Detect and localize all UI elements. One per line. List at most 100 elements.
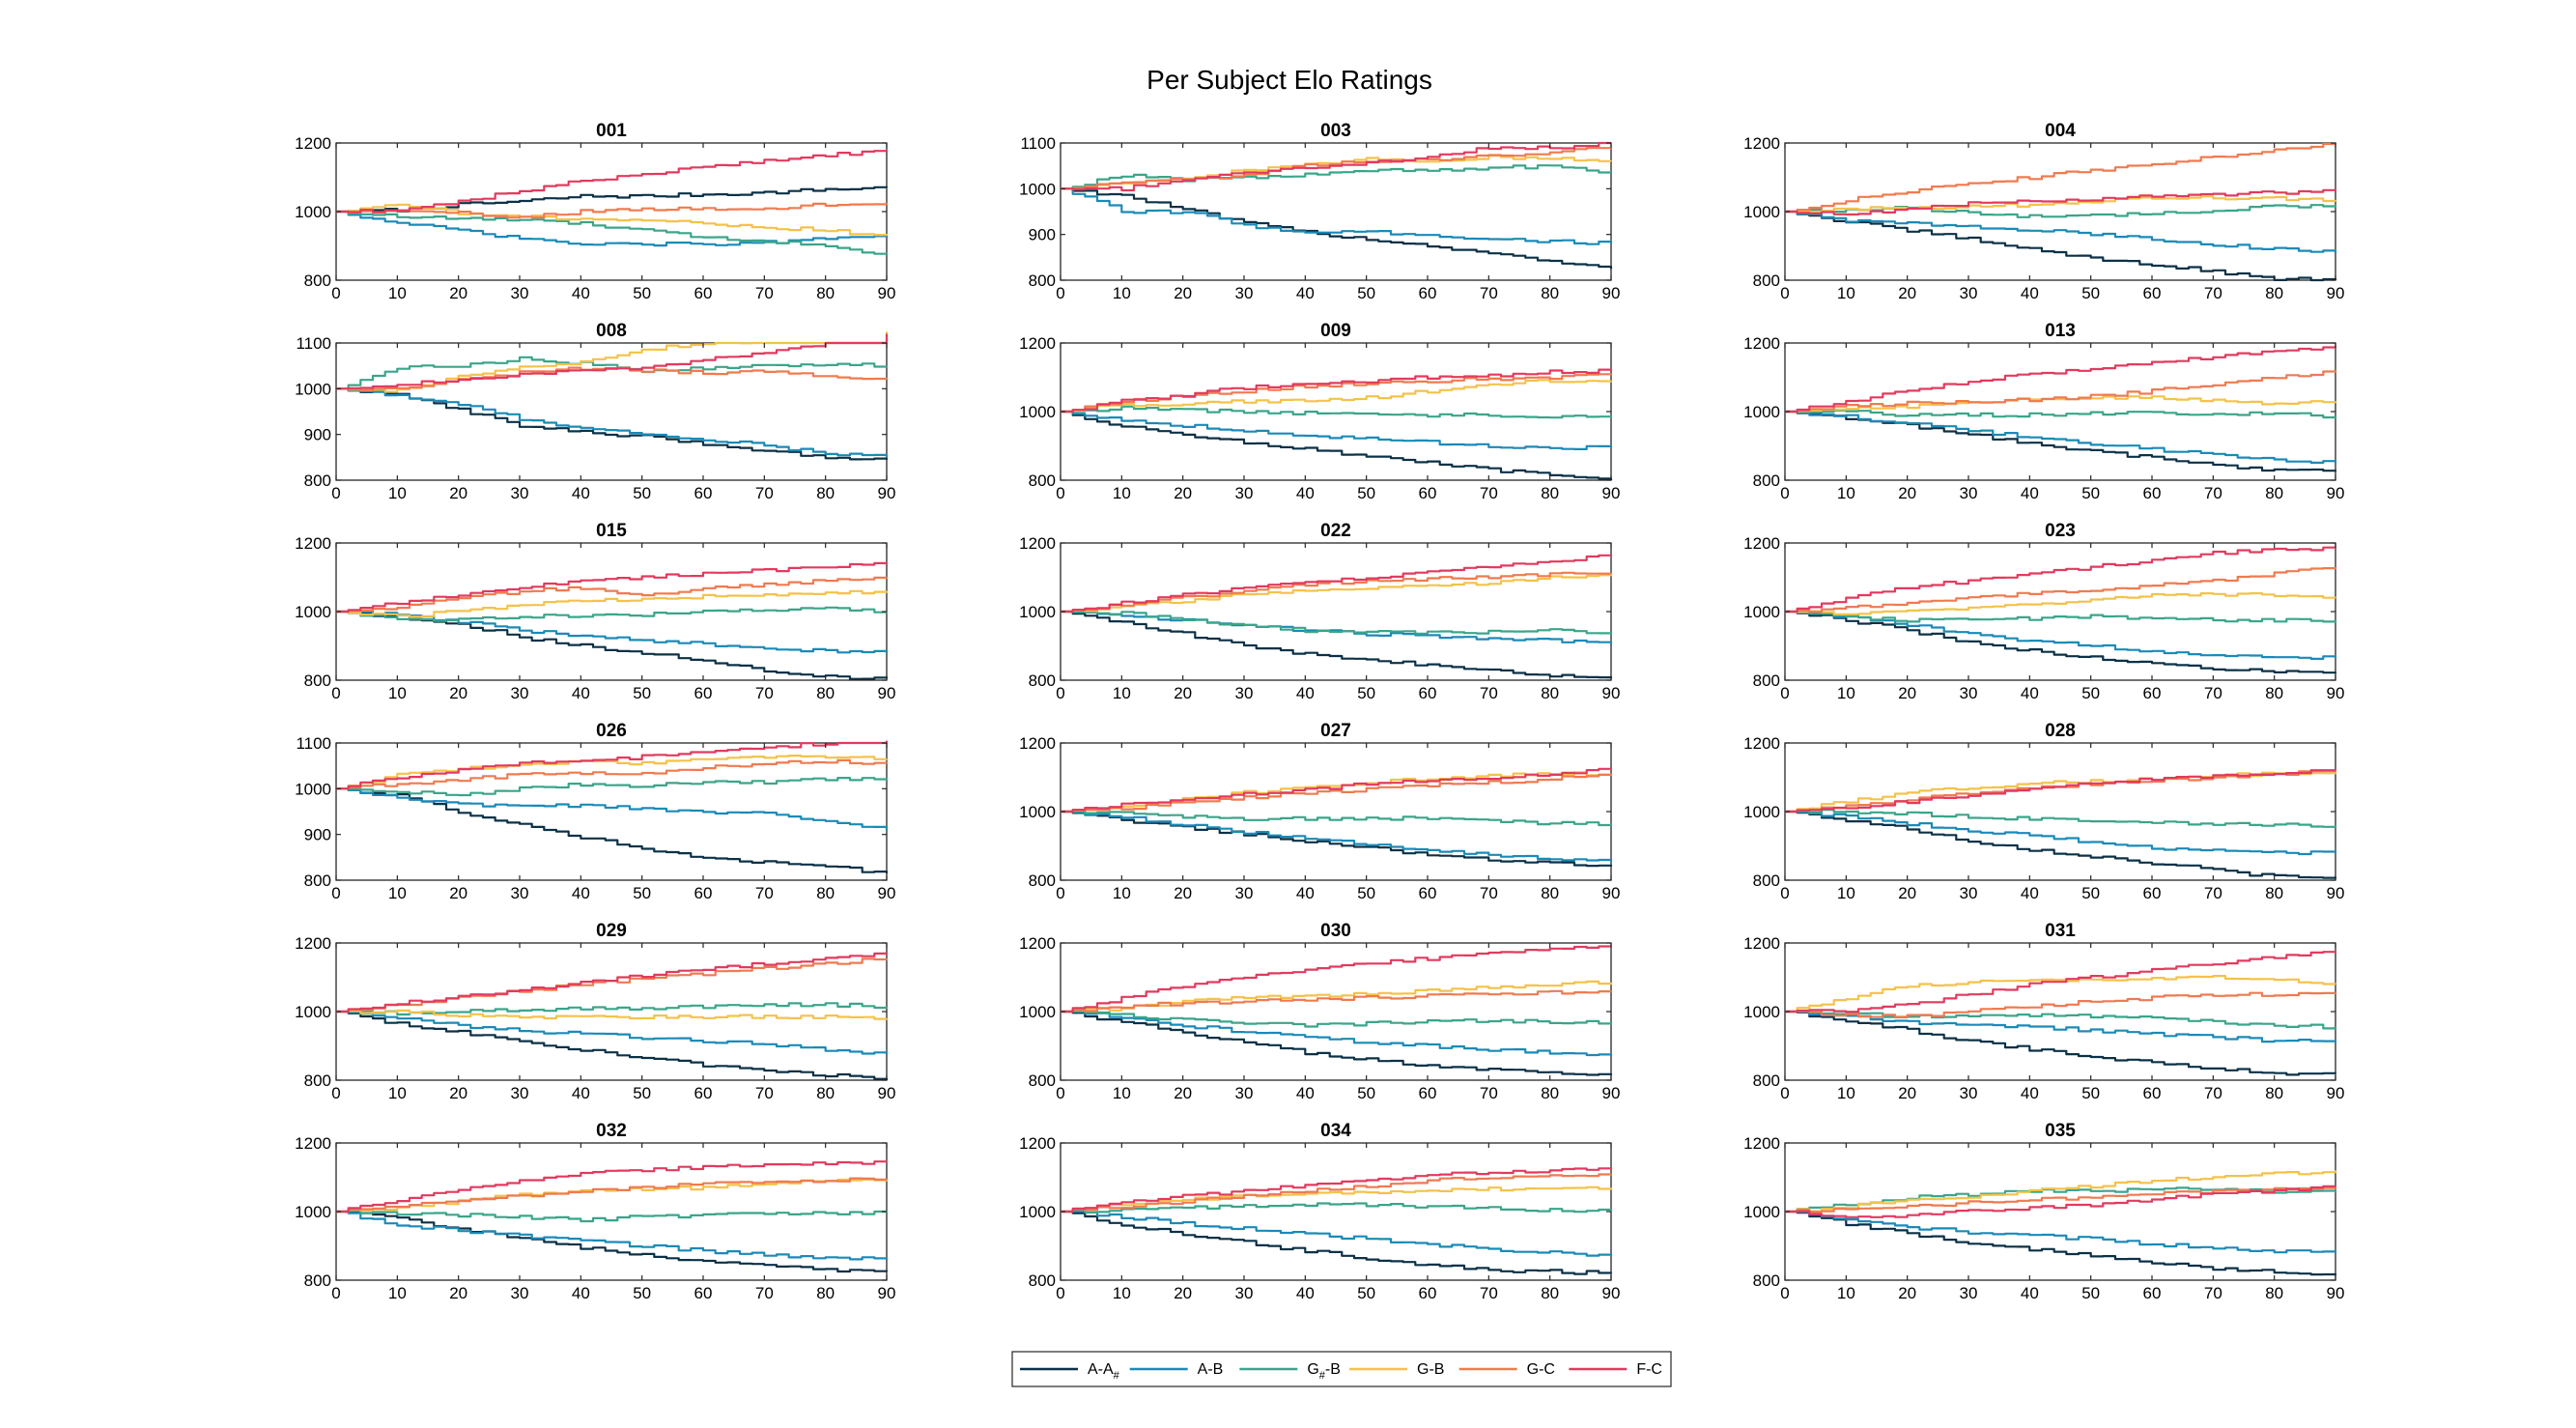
x-tick-label: 30 (511, 1284, 529, 1302)
series-line-035-a-a- (1785, 1210, 2337, 1276)
y-tick-label: 800 (1029, 271, 1056, 290)
x-tick-label: 40 (2021, 1084, 2039, 1102)
x-tick-label: 70 (755, 1284, 774, 1302)
y-tick-label: 800 (304, 471, 331, 490)
y-tick-label: 800 (304, 271, 331, 290)
x-tick-label: 30 (1960, 284, 1978, 302)
series-line-009-g-b (1061, 405, 1613, 419)
series-line-034-a-a- (1061, 1210, 1613, 1275)
x-tick-label: 90 (2327, 1284, 2345, 1302)
series-line-013-a-b (1785, 410, 2337, 464)
series-line-008-f-c (336, 333, 889, 390)
x-tick-label: 60 (1419, 884, 1437, 902)
series-line-009-g-c (1061, 373, 1613, 414)
axes-box-032 (335, 1142, 888, 1281)
y-tick-label: 1100 (1020, 134, 1056, 153)
x-tick-label: 30 (1960, 1284, 1978, 1302)
series-line-023-f-c (1785, 546, 2337, 614)
x-tick-label: 0 (1780, 684, 1789, 702)
axes-box-022 (1060, 542, 1612, 681)
series-line-004-a-a- (1785, 210, 2337, 282)
x-tick-label: 90 (1602, 1284, 1621, 1302)
series-line-035-a-b (1785, 1210, 2337, 1254)
x-tick-label: 50 (1357, 1084, 1375, 1102)
x-tick-label: 0 (1056, 1084, 1064, 1102)
series-line-023-g-c (1785, 566, 2337, 614)
series-line-031-f-c (1785, 951, 2337, 1014)
subplot-title-022: 022 (1320, 521, 1351, 541)
x-tick-label: 90 (1602, 484, 1621, 502)
series-line-027-g-b (1061, 810, 1613, 827)
x-tick-label: 70 (755, 684, 774, 702)
x-tick-label: 20 (1174, 284, 1192, 302)
x-tick-label: 20 (449, 1284, 467, 1302)
x-tick-label: 80 (816, 484, 835, 502)
series-line-009-a-b (1061, 410, 1613, 450)
series-line-032-a-a- (336, 1210, 889, 1273)
subplot-title-015: 015 (596, 521, 627, 541)
x-tick-label: 0 (331, 684, 340, 702)
series-line-013-f-c (1785, 346, 2337, 414)
y-tick-label: 1200 (1019, 734, 1056, 753)
x-tick-label: 50 (1357, 284, 1375, 302)
x-tick-label: 60 (694, 484, 713, 502)
x-tick-label: 70 (2204, 1284, 2222, 1302)
x-tick-label: 20 (1174, 684, 1192, 702)
y-tick-label: 800 (1029, 1271, 1056, 1290)
x-tick-label: 80 (816, 1284, 835, 1302)
y-tick-label: 1000 (1019, 803, 1056, 821)
legend-box (1011, 1351, 1672, 1387)
x-tick-label: 10 (388, 284, 407, 302)
x-tick-label: 30 (511, 684, 529, 702)
x-tick-label: 20 (449, 484, 467, 502)
x-tick-label: 90 (2327, 484, 2345, 502)
subplot-031: 031 0 10 20 30 40 50 60 70 80 90 800 1000 1200 (1743, 921, 2344, 1102)
x-tick-label: 50 (633, 284, 651, 302)
series-line-027-a-b (1061, 810, 1613, 862)
x-tick-label: 10 (1837, 284, 1855, 302)
x-tick-label: 70 (755, 484, 774, 502)
subplot-title-031: 031 (2045, 921, 2076, 941)
x-tick-label: 90 (1602, 884, 1621, 902)
x-tick-label: 90 (2327, 284, 2345, 302)
series-line-027-g-c (1061, 773, 1613, 814)
x-tick-label: 30 (1235, 1284, 1254, 1302)
x-tick-label: 40 (572, 284, 590, 302)
x-tick-label: 50 (1357, 884, 1375, 902)
series-line-026-g-c (336, 758, 889, 790)
series-line-029-g-c (336, 957, 889, 1014)
series-line-030-f-c (1061, 945, 1611, 1014)
x-tick-label: 70 (1480, 884, 1498, 902)
x-tick-label: 60 (1419, 1084, 1437, 1102)
x-tick-label: 30 (1960, 684, 1978, 702)
x-tick-label: 40 (2021, 484, 2039, 502)
series-line-001-a-b (336, 210, 889, 247)
series-line-009-a-a- (1061, 410, 1613, 480)
y-tick-label: 1200 (1743, 334, 1780, 353)
series-line-034-f-c (1061, 1167, 1613, 1214)
y-tick-label: 1200 (1743, 1134, 1780, 1153)
x-tick-label: 70 (1480, 1084, 1498, 1102)
series-line-031-g-c (1785, 991, 2337, 1018)
x-tick-label: 0 (1056, 484, 1064, 502)
x-tick-label: 90 (2327, 1084, 2345, 1102)
x-tick-label: 0 (331, 1284, 340, 1302)
x-tick-label: 60 (1419, 1284, 1437, 1302)
x-tick-label: 20 (1898, 684, 1916, 702)
subplot-022: 022 0 10 20 30 40 50 60 70 80 90 800 1000 1200 (1019, 521, 1620, 702)
y-tick-label: 800 (304, 671, 331, 690)
series-line-027-f-c (1061, 767, 1613, 814)
y-tick-label: 800 (1753, 471, 1780, 490)
y-tick-label: 1000 (1019, 180, 1056, 198)
x-tick-label: 80 (1541, 284, 1559, 302)
subplot-title-008: 008 (596, 321, 627, 341)
x-tick-label: 40 (572, 884, 590, 902)
series-line-031-g-b (1785, 975, 2337, 1014)
y-tick-label: 900 (304, 826, 331, 844)
x-tick-label: 70 (1480, 484, 1498, 502)
subplot-title-023: 023 (2045, 521, 2076, 541)
axes-box-026 (335, 742, 888, 881)
x-tick-label: 0 (331, 1084, 340, 1102)
axes-box-030 (1060, 942, 1612, 1081)
